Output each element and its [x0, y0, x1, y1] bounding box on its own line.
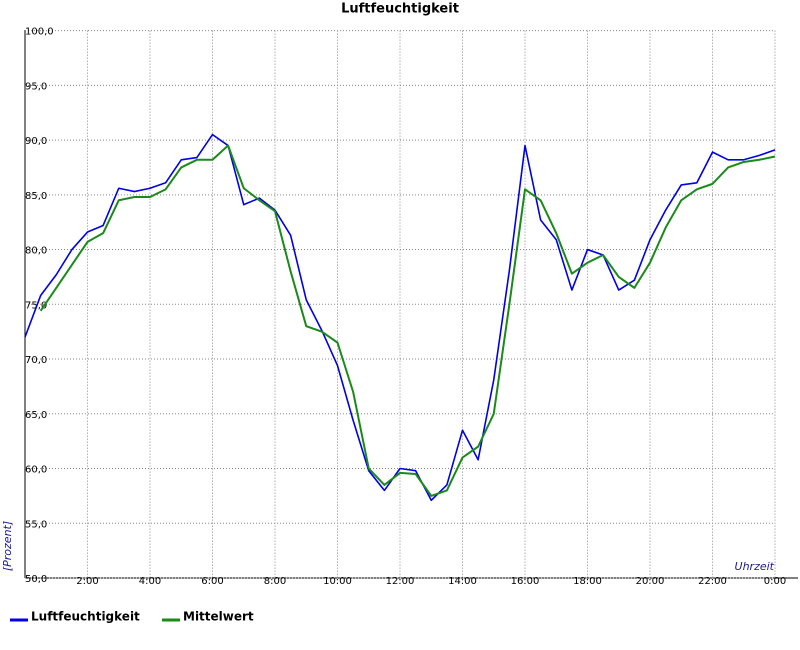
x-tick-label: 10:00: [323, 576, 352, 587]
legend-label: Mittelwert: [183, 610, 254, 624]
x-tick-label: 16:00: [511, 576, 540, 587]
y-tick-label: 55,0: [25, 519, 47, 530]
x-tick-label: 22:00: [698, 576, 727, 587]
y-tick-label: 50,0: [25, 574, 47, 585]
y-tick-label: 100,0: [25, 27, 54, 38]
legend-label: Luftfeuchtigkeit: [31, 610, 140, 624]
chart-title: Luftfeuchtigkeit: [341, 2, 459, 17]
x-tick-label: 14:00: [448, 576, 477, 587]
data-line: [39, 144, 776, 497]
y-tick-label: 90,0: [25, 136, 47, 147]
y-tick-label: 70,0: [25, 355, 47, 366]
y-tick-label: 60,0: [25, 465, 47, 476]
y-tick-label: 85,0: [25, 191, 47, 202]
y-tick-label: 65,0: [25, 410, 47, 421]
x-tick-label: 0:00: [764, 576, 786, 587]
x-tick-label: 12:00: [386, 576, 415, 587]
y-tick-label: 80,0: [25, 246, 47, 257]
y-axis-label: [Prozent]: [1, 521, 14, 571]
x-tick-label: 2:00: [76, 576, 98, 587]
x-tick-label: 18:00: [573, 576, 602, 587]
x-tick-label: 6:00: [201, 576, 223, 587]
x-tick-label: 20:00: [636, 576, 665, 587]
x-tick-label: 8:00: [264, 576, 286, 587]
data-line: [24, 133, 776, 502]
y-tick-label: 95,0: [25, 81, 47, 92]
x-axis-label: Uhrzeit: [735, 560, 775, 573]
x-tick-label: 4:00: [139, 576, 161, 587]
